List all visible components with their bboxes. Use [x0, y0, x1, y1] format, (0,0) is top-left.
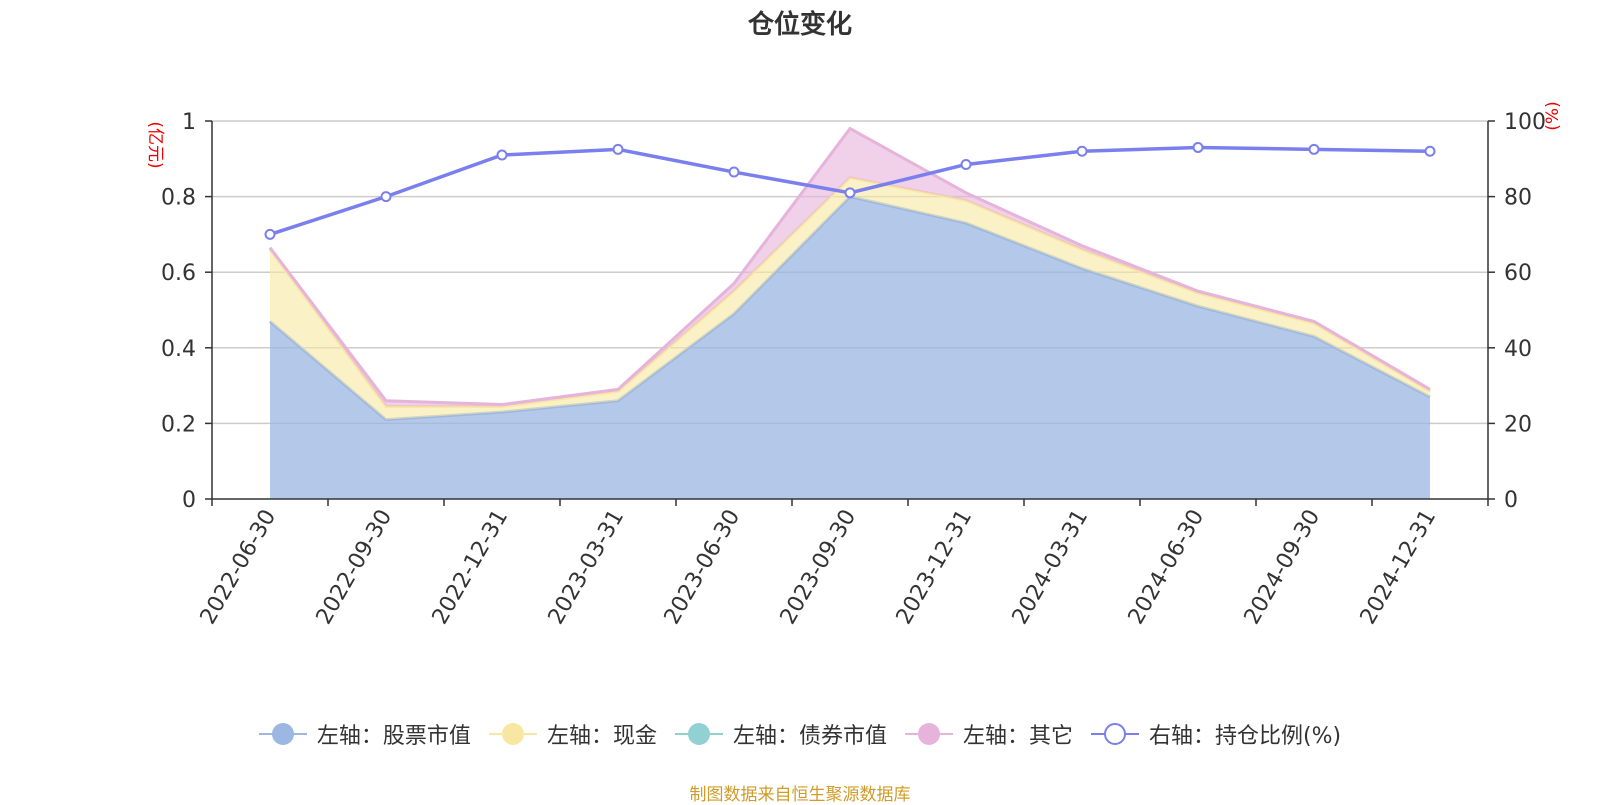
- x-axis-tick-label: 2023-12-31: [892, 506, 978, 629]
- ratio-point: [1076, 145, 1088, 157]
- ratio-point: [264, 228, 276, 240]
- chart-title: 仓位变化: [747, 10, 852, 40]
- right-axis-tick-label: 40: [1504, 337, 1532, 362]
- ratio-line-layer: [264, 141, 1436, 240]
- chart-legend: 左轴：股票市值 左轴：现金 左轴：债券市值 左轴：其它 右轴：持仓比例(%): [0, 718, 1600, 750]
- legend-swatch-other: [904, 722, 953, 746]
- legend-label-bond: 左轴：债券市值: [732, 724, 887, 749]
- x-axis-tick-label: 2024-12-31: [1356, 506, 1442, 629]
- ratio-point: [728, 166, 740, 178]
- right-axis-tick-label: 0: [1504, 488, 1518, 513]
- x-axis-tick-label: 2022-12-31: [428, 506, 514, 629]
- left-axis-tick-label: 1: [182, 110, 196, 135]
- x-axis-tick-label: 2024-06-30: [1124, 506, 1210, 629]
- ratio-point: [960, 158, 972, 170]
- legend-swatch-stock: [258, 722, 307, 746]
- ratio-point: [612, 143, 624, 155]
- left-axis-tick-label: 0.8: [161, 186, 196, 211]
- right-axis-tick-label: 20: [1504, 412, 1532, 437]
- right-axis-tick-label: 80: [1504, 186, 1532, 211]
- legend-label-stock: 左轴：股票市值: [316, 724, 471, 749]
- x-axis-tick-label: 2024-03-31: [1008, 506, 1094, 629]
- legend-swatch-ratio: [1090, 722, 1139, 746]
- ratio-point: [844, 187, 856, 199]
- legend-swatch-bond: [674, 722, 723, 746]
- left-axis-tick-label: 0.6: [161, 261, 196, 286]
- legend-label-cash: 左轴：现金: [546, 724, 657, 749]
- ratio-point: [1424, 145, 1436, 157]
- ratio-point: [1192, 141, 1204, 153]
- legend-label-ratio: 右轴：持仓比例(%): [1148, 724, 1342, 749]
- x-axis-tick-label: 2023-03-31: [544, 506, 630, 629]
- x-axis-tick-label: 2022-09-30: [312, 506, 398, 629]
- ratio-point: [380, 191, 392, 203]
- legend-item-ratio[interactable]: 右轴：持仓比例(%): [1090, 718, 1342, 750]
- right-axis-tick-label: 100: [1504, 110, 1546, 135]
- left-axis-tick-label: 0: [182, 488, 196, 513]
- x-axis-tick-label: 2023-06-30: [660, 506, 746, 629]
- x-axis-tick-label: 2022-06-30: [196, 506, 282, 629]
- x-axis-tick-label: 2024-09-30: [1240, 506, 1326, 629]
- right-axis-unit: (%): [1543, 101, 1563, 130]
- legend-item-cash[interactable]: 左轴：现金: [488, 718, 657, 750]
- left-axis-unit: (亿元): [145, 121, 165, 168]
- ratio-point: [1308, 143, 1320, 155]
- area-cash: [270, 177, 1430, 420]
- right-axis-tick-label: 60: [1504, 261, 1532, 286]
- legend-label-other: 左轴：其它: [962, 724, 1073, 749]
- area-edge-other: [268, 126, 1431, 407]
- legend-item-bond[interactable]: 左轴：债券市值: [674, 718, 887, 750]
- data-source-note: 制图数据来自恒生聚源数据库: [689, 785, 911, 805]
- legend-swatch-cash: [488, 722, 537, 746]
- ratio-point: [496, 149, 508, 161]
- legend-item-stock[interactable]: 左轴：股票市值: [258, 718, 471, 750]
- stacked-areas: [268, 126, 1431, 499]
- left-axis-tick-label: 0.2: [161, 412, 196, 437]
- left-axis-tick-label: 0.4: [161, 337, 196, 362]
- area-stock: [270, 196, 1430, 499]
- legend-item-other[interactable]: 左轴：其它: [904, 718, 1073, 750]
- x-axis-tick-label: 2023-09-30: [776, 506, 862, 629]
